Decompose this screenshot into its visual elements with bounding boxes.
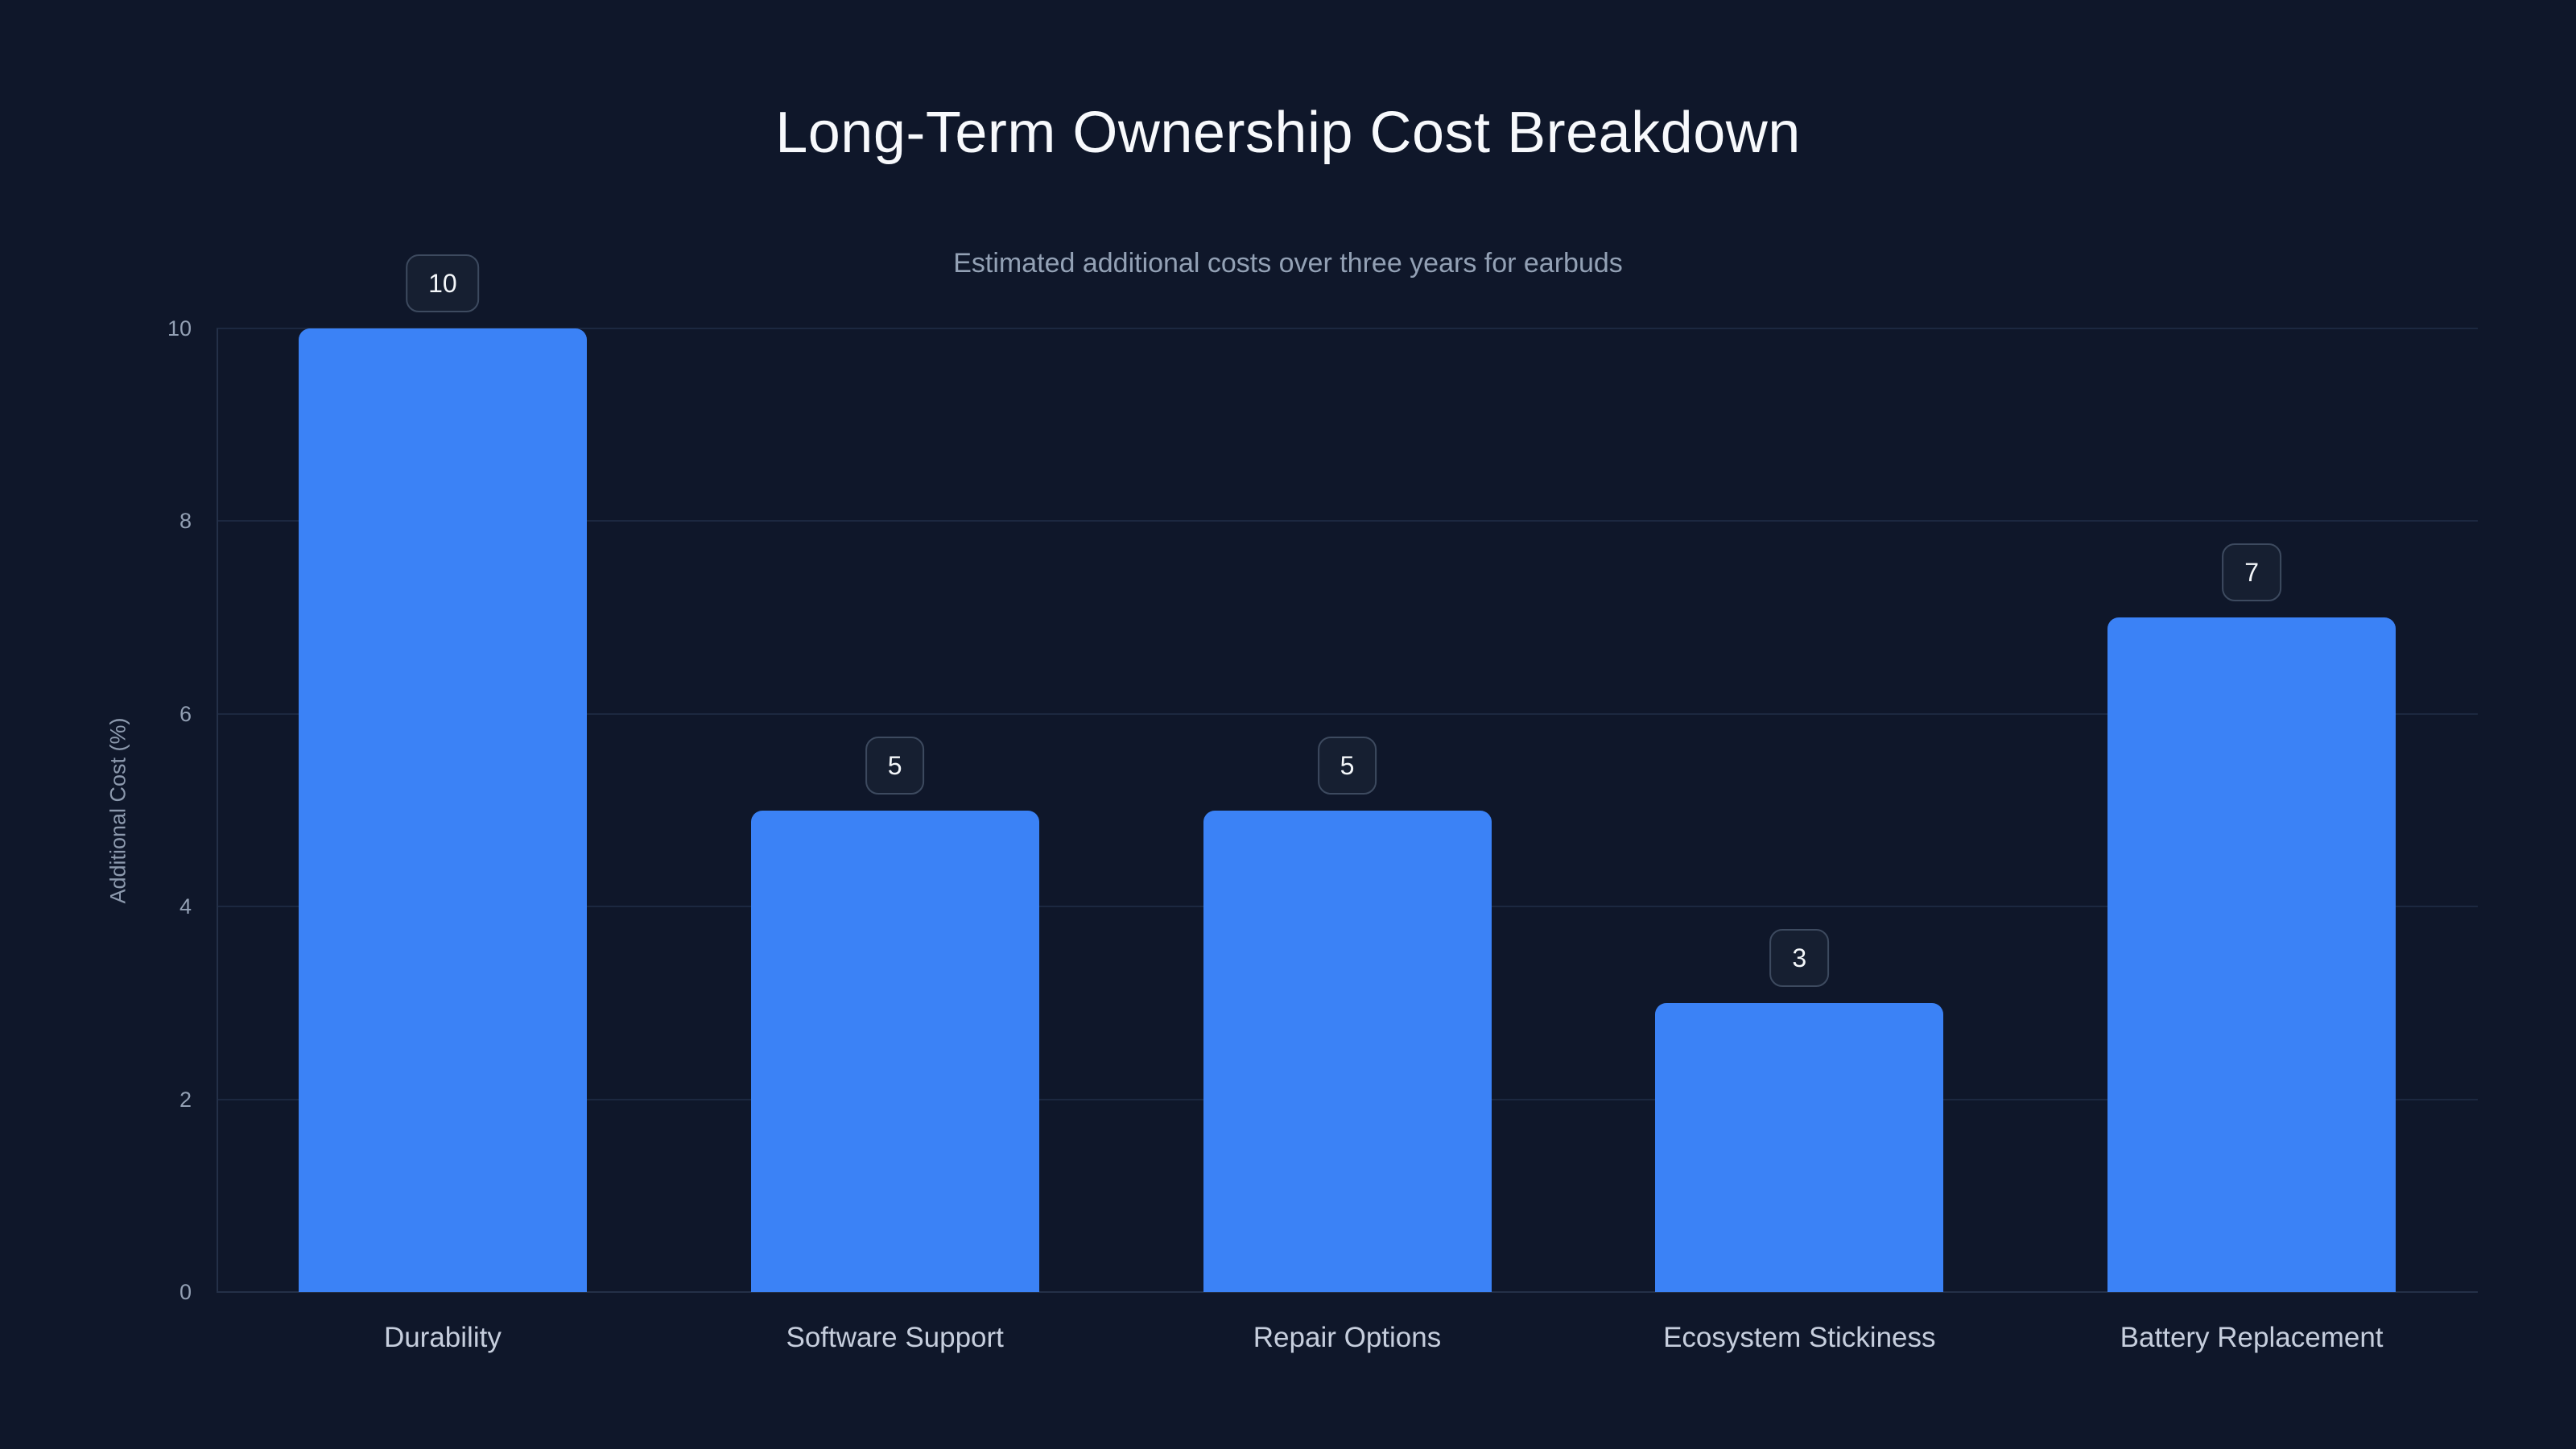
bar-repair-options[interactable] [1203,810,1492,1292]
y-tick-label: 10 [167,316,192,341]
value-badge-software-support: 5 [865,736,925,795]
x-label-battery-replacement: Battery Replacement [2120,1322,2384,1353]
y-tick-label: 2 [179,1087,192,1112]
bar-ecosystem-stickiness[interactable] [1655,1002,1944,1292]
value-badge-battery-replacement: 7 [2222,543,2281,602]
y-axis-line [217,328,218,1292]
y-tick-label: 6 [179,701,192,726]
gridline [217,328,2478,329]
y-tick-label: 0 [179,1280,192,1304]
bar-software-support[interactable] [750,810,1039,1292]
chart-title: Long-Term Ownership Cost Breakdown [775,101,1801,165]
gridline [217,712,2478,715]
value-badge-repair-options: 5 [1317,736,1377,795]
x-label-software-support: Software Support [786,1322,1004,1353]
y-tick-label: 4 [179,894,192,919]
x-axis-baseline [217,1291,2478,1293]
x-label-repair-options: Repair Options [1253,1322,1442,1353]
y-tick-label: 8 [179,509,192,534]
x-label-ecosystem-stickiness: Ecosystem Stickiness [1663,1322,1936,1353]
bar-battery-replacement[interactable] [2107,617,2396,1292]
x-label-durability: Durability [383,1322,502,1353]
bar-durability[interactable] [298,328,587,1292]
value-badge-durability: 10 [406,254,480,312]
y-axis-title: Additional Cost (%) [105,716,130,904]
chart-subtitle: Estimated additional costs over three ye… [953,248,1623,279]
value-badge-ecosystem-stickiness: 3 [1769,928,1830,987]
gridline [217,520,2478,522]
